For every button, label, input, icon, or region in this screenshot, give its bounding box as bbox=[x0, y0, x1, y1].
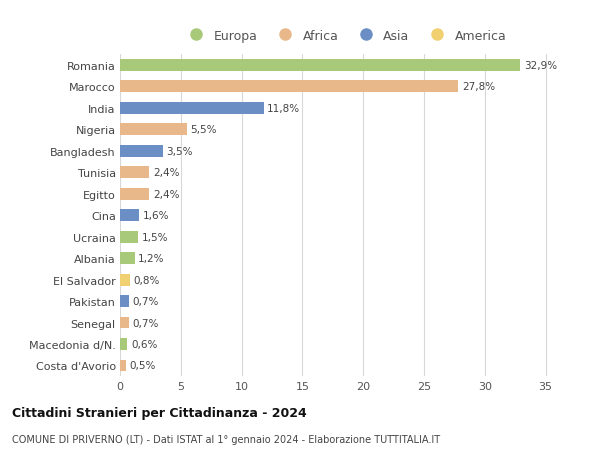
Bar bbox=[120, 317, 128, 329]
Text: 1,5%: 1,5% bbox=[142, 232, 169, 242]
Text: 2,4%: 2,4% bbox=[153, 189, 179, 199]
Bar bbox=[120, 338, 127, 350]
Bar bbox=[120, 103, 263, 115]
Text: 32,9%: 32,9% bbox=[524, 61, 557, 71]
Text: 0,7%: 0,7% bbox=[132, 318, 158, 328]
Text: 0,5%: 0,5% bbox=[130, 361, 156, 371]
Bar bbox=[120, 167, 149, 179]
Text: 1,2%: 1,2% bbox=[138, 253, 165, 263]
Text: 0,7%: 0,7% bbox=[132, 297, 158, 307]
Bar bbox=[120, 146, 163, 157]
Text: 27,8%: 27,8% bbox=[462, 82, 495, 92]
Bar bbox=[120, 274, 130, 286]
Text: 1,6%: 1,6% bbox=[143, 211, 170, 221]
Bar bbox=[120, 81, 458, 93]
Bar bbox=[120, 60, 520, 72]
Text: Cittadini Stranieri per Cittadinanza - 2024: Cittadini Stranieri per Cittadinanza - 2… bbox=[12, 406, 307, 419]
Text: 11,8%: 11,8% bbox=[267, 104, 300, 114]
Text: 2,4%: 2,4% bbox=[153, 168, 179, 178]
Bar bbox=[120, 210, 139, 222]
Bar bbox=[120, 124, 187, 136]
Text: 5,5%: 5,5% bbox=[191, 125, 217, 135]
Bar bbox=[120, 360, 126, 372]
Bar bbox=[120, 231, 138, 243]
Text: 0,6%: 0,6% bbox=[131, 339, 157, 349]
Bar bbox=[120, 296, 128, 308]
Text: 3,5%: 3,5% bbox=[166, 146, 193, 157]
Text: COMUNE DI PRIVERNO (LT) - Dati ISTAT al 1° gennaio 2024 - Elaborazione TUTTITALI: COMUNE DI PRIVERNO (LT) - Dati ISTAT al … bbox=[12, 434, 440, 444]
Text: 0,8%: 0,8% bbox=[133, 275, 160, 285]
Bar bbox=[120, 252, 134, 264]
Bar bbox=[120, 189, 149, 200]
Legend: Europa, Africa, Asia, America: Europa, Africa, Asia, America bbox=[184, 29, 506, 42]
